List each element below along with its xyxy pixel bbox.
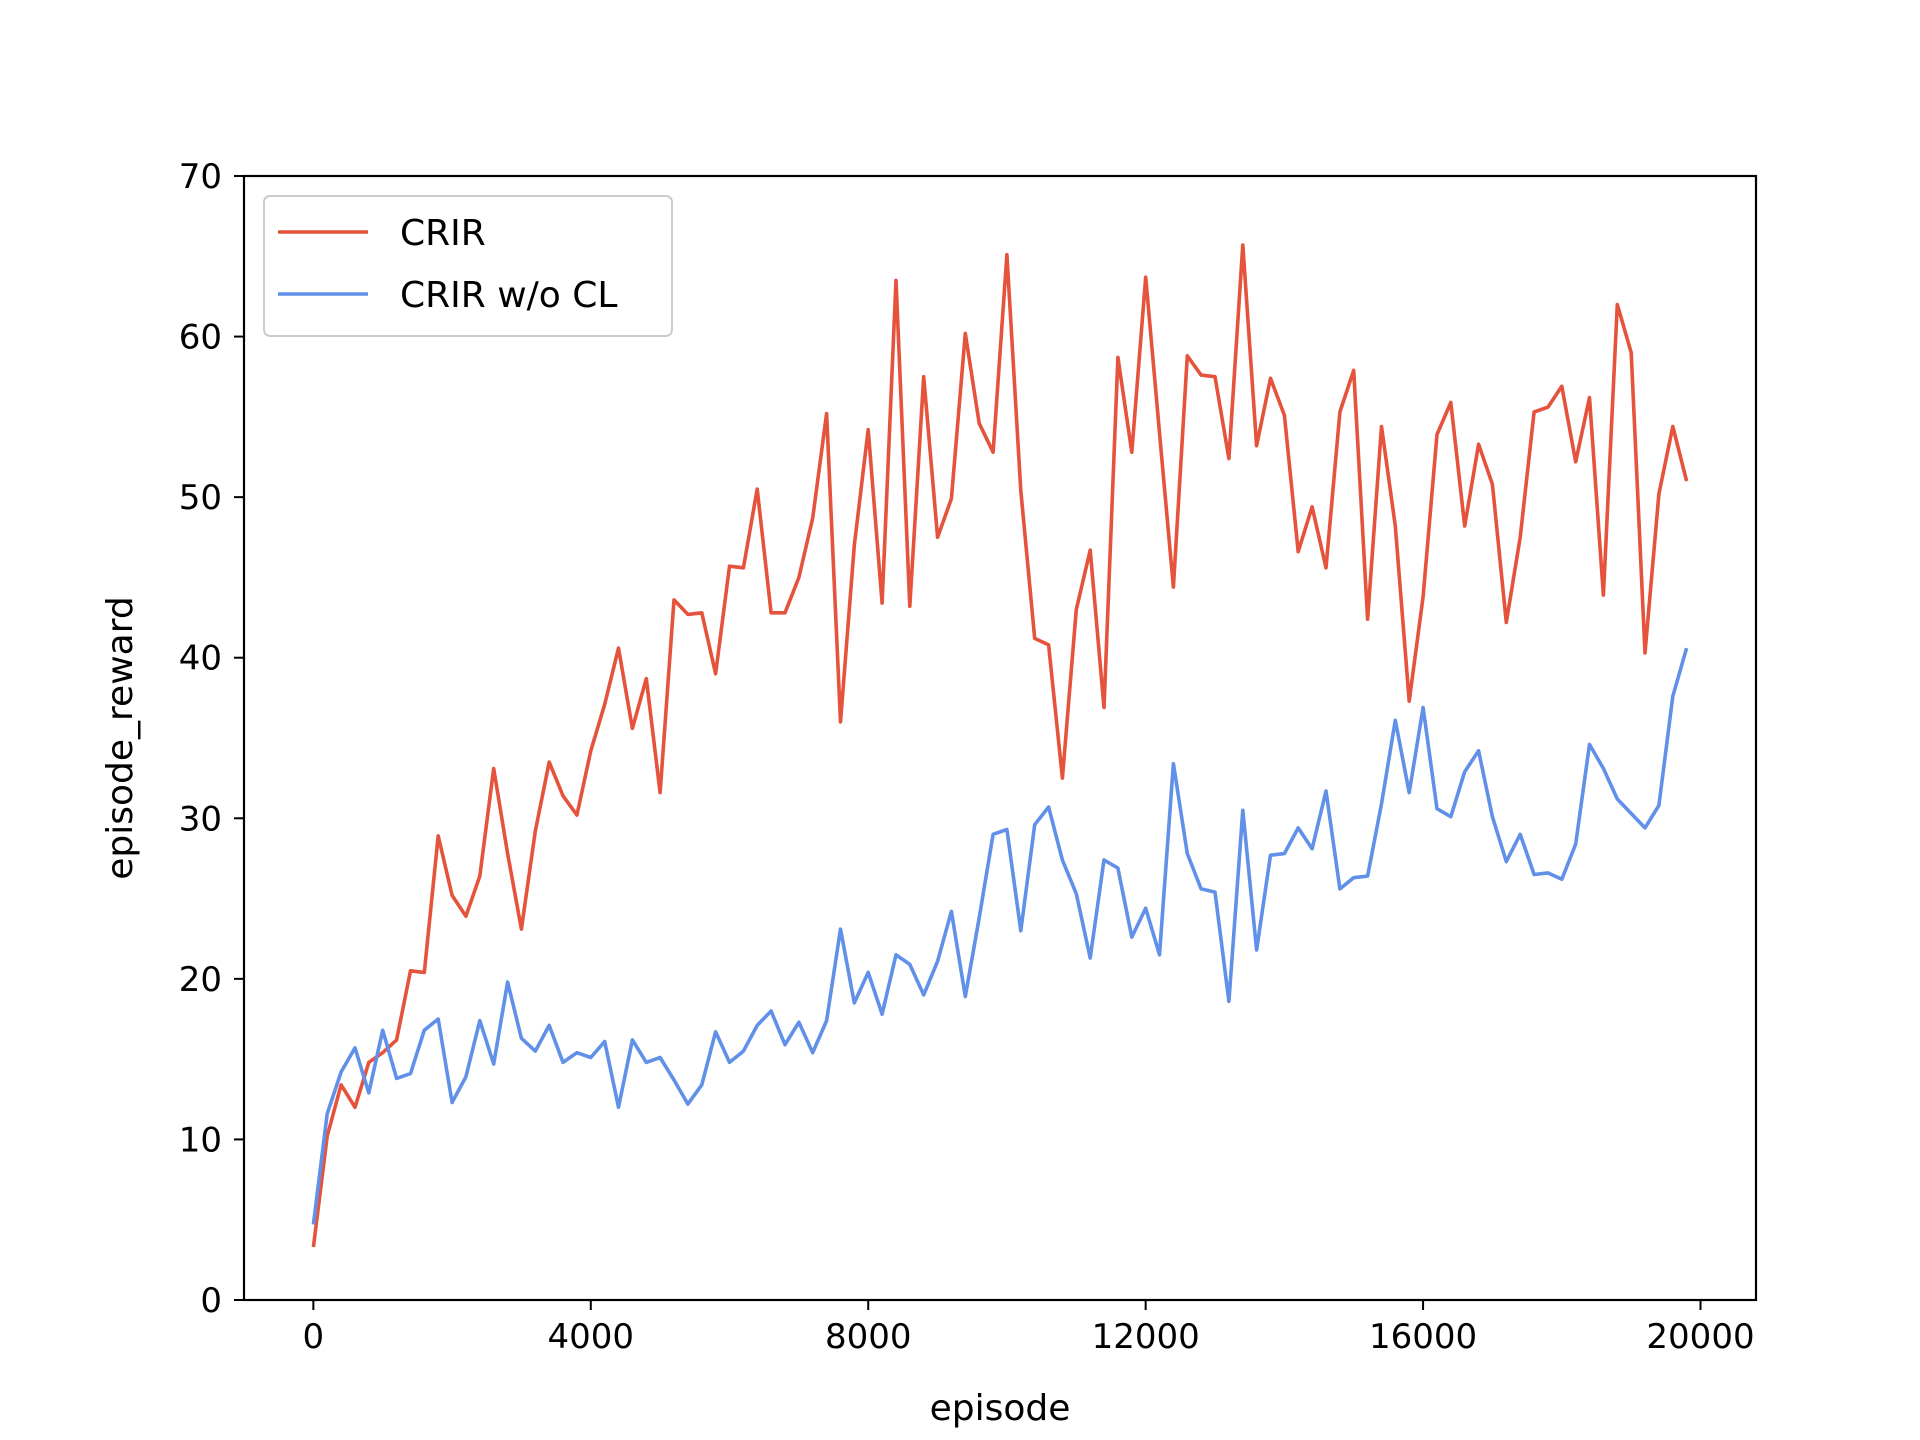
y-tick-label: 60 — [179, 318, 222, 358]
y-axis: 0 10 20 30 40 50 60 70 — [179, 157, 244, 1321]
y-tick-label: 20 — [179, 960, 222, 1000]
plot-frame — [242, 174, 1758, 1302]
y-tick-label: 10 — [179, 1120, 222, 1160]
series-line-1 — [311, 243, 1689, 1248]
x-axis-label: episode — [930, 1388, 1071, 1429]
y-tick-label: 40 — [179, 639, 222, 679]
x-tick-label: 20000 — [1646, 1317, 1754, 1357]
y-tick-label: 30 — [179, 799, 222, 839]
x-tick-label: 12000 — [1092, 1317, 1200, 1357]
x-tick-label: 4000 — [548, 1317, 635, 1357]
series-line-2 — [311, 647, 1689, 1225]
y-tick-label: 0 — [200, 1281, 222, 1321]
legend-label-2: CRIR w/o CL — [400, 275, 617, 316]
y-tick-label: 70 — [179, 157, 222, 197]
y-tick-label: 50 — [179, 478, 222, 518]
legend: CRIR CRIR w/o CL — [263, 195, 673, 337]
x-tick-label: 8000 — [825, 1317, 912, 1357]
series-layer — [311, 243, 1689, 1248]
legend-label-1: CRIR — [400, 213, 486, 254]
x-tick-label: 16000 — [1369, 1317, 1477, 1357]
x-tick-label: 0 — [303, 1317, 325, 1357]
y-axis-label: episode_reward — [100, 596, 141, 879]
x-axis: 0 4000 8000 12000 16000 20000 — [303, 1300, 1755, 1357]
